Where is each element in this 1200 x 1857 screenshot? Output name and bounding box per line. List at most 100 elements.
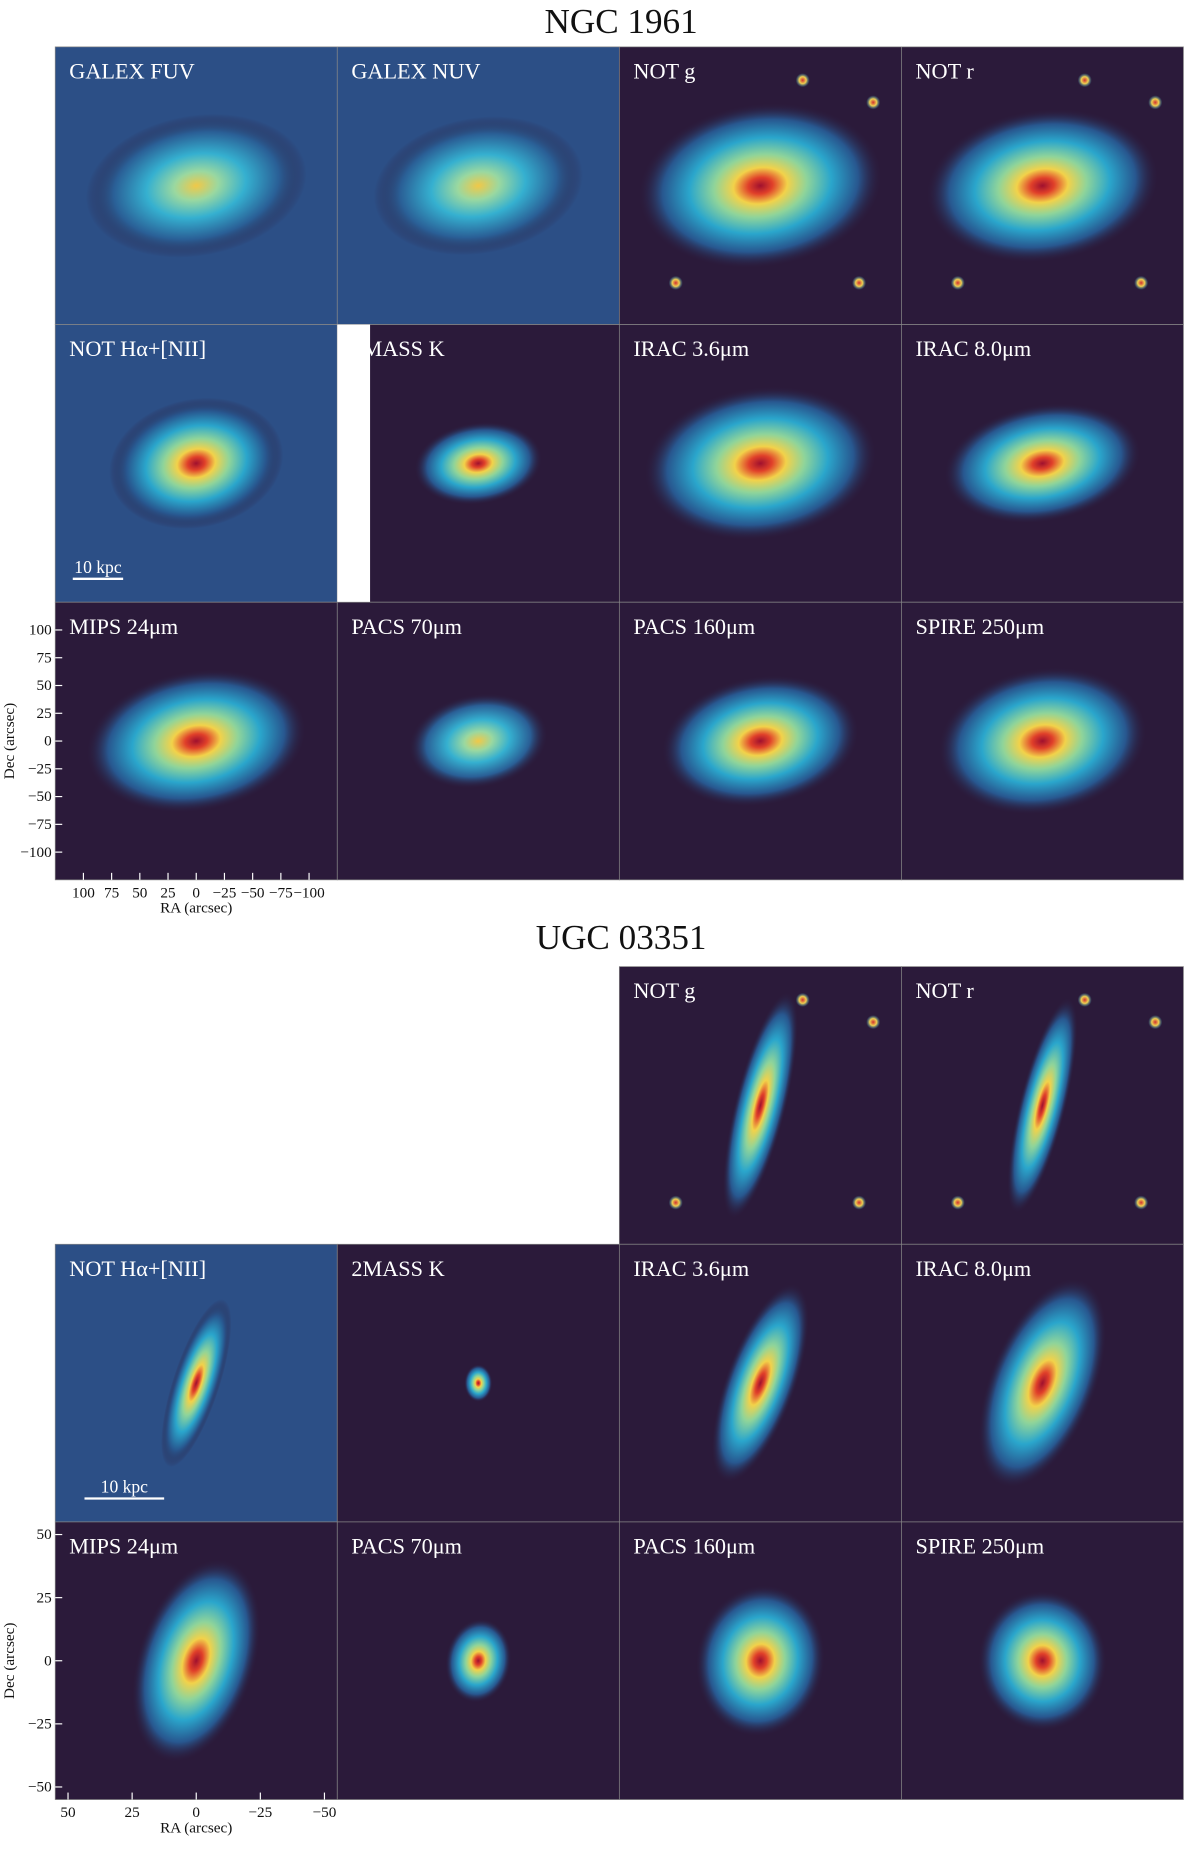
x-tick-label: −50 (241, 884, 265, 901)
panel-label: 2MASS K (351, 1256, 444, 1281)
y-tick-label: 50 (36, 677, 52, 694)
star (1148, 1015, 1163, 1030)
y-tick-label: 75 (36, 649, 52, 666)
x-tick-label: 0 (192, 884, 200, 901)
star (950, 1195, 965, 1210)
y-tick-label: −25 (28, 760, 52, 777)
y-tick-label: −25 (28, 1716, 52, 1733)
x-tick-label: 25 (125, 1804, 141, 1821)
galaxy (937, 667, 1148, 815)
panel-label: MIPS 24μm (69, 1534, 178, 1559)
y-tick-label: 25 (36, 705, 52, 722)
panel-label: NOT Hα+[NII] (69, 1256, 206, 1281)
star (668, 275, 683, 290)
panel-label: NOT r (915, 58, 974, 83)
galaxy (414, 421, 543, 505)
star (1134, 275, 1149, 290)
image-panel: SPIRE 250μm (901, 1521, 1184, 1800)
image-panel: NOT Hα+[NII] 10 kpc (54, 324, 338, 603)
y-tick-label: 50 (36, 1526, 52, 1543)
image-panel: 2MASS K (336, 324, 620, 603)
image-panel: NOT Hα+[NII] 10 kpc (54, 1243, 338, 1523)
star (866, 95, 881, 110)
x-tick-label: −25 (248, 1804, 272, 1821)
galaxy (85, 113, 307, 258)
galaxy (373, 116, 583, 256)
galaxy (695, 1584, 826, 1737)
galaxy (978, 1278, 1107, 1489)
panel-label: PACS 160μm (633, 1534, 755, 1559)
image-panel: PACS 70μm (336, 1521, 620, 1800)
x-tick-label: 50 (60, 1804, 76, 1821)
galaxy (943, 403, 1142, 524)
galaxy (643, 386, 877, 541)
star (866, 1015, 881, 1030)
image-panel: PACS 70μm (336, 601, 620, 881)
image-panel: PACS 160μm (618, 601, 902, 881)
x-tick-label: 50 (132, 884, 148, 901)
image-panel: MIPS 24μm (54, 601, 338, 881)
star (852, 275, 867, 290)
star (668, 1195, 683, 1210)
image-panel: GALEX FUV (54, 46, 338, 325)
y-tick-label: −50 (28, 788, 52, 805)
y-tick-label: 0 (44, 1652, 52, 1669)
panel-label: PACS 160μm (633, 614, 755, 639)
galaxy (408, 693, 549, 789)
galaxy (445, 1618, 512, 1703)
star (1148, 95, 1163, 110)
x-tick-label: −100 (293, 884, 325, 901)
panel-label: NOT g (633, 978, 695, 1003)
star (1134, 1195, 1149, 1210)
image-panel: IRAC 8.0μm (901, 324, 1184, 603)
scale-bar-label: 10 kpc (101, 1477, 149, 1497)
panel-label: 2MASS K (351, 336, 444, 361)
x-tick-label: −50 (313, 1804, 337, 1821)
mask (337, 324, 371, 603)
panel-label: IRAC 8.0μm (915, 336, 1031, 361)
panel-label: NOT g (633, 58, 695, 83)
star (1077, 992, 1092, 1007)
image-panel: NOT g (618, 46, 902, 325)
panel-label: IRAC 8.0μm (915, 1256, 1031, 1281)
star (950, 275, 965, 290)
panel-label: IRAC 3.6μm (633, 336, 749, 361)
galaxy (722, 991, 799, 1220)
galaxy (977, 1590, 1107, 1732)
y-tick-label: 0 (44, 733, 52, 750)
galaxy (161, 1299, 232, 1467)
x-tick-label: 75 (104, 884, 120, 901)
x-axis-label: RA (arcsec) (160, 900, 232, 917)
panel-label: NOT r (915, 978, 974, 1003)
image-panel: IRAC 3.6μm (618, 324, 902, 603)
galaxy (711, 1283, 810, 1483)
panel-label: SPIRE 250μm (915, 1534, 1044, 1559)
image-panel: SPIRE 250μm (901, 601, 1184, 881)
panel-label: PACS 70μm (351, 1534, 462, 1559)
figure-title: UGC 03351 (536, 918, 707, 957)
star (852, 1195, 867, 1210)
image-panel: IRAC 3.6μm (618, 1243, 902, 1523)
x-tick-label: 100 (72, 884, 95, 901)
galaxy (925, 108, 1159, 263)
star (795, 73, 810, 88)
image-panel: MIPS 24μm (54, 1521, 338, 1800)
image-panel: IRAC 8.0μm (901, 1243, 1184, 1523)
x-tick-label: −25 (213, 884, 237, 901)
star (1077, 73, 1092, 88)
panel-label: MIPS 24μm (69, 614, 178, 639)
image-panel: NOT g (618, 966, 902, 1245)
y-tick-label: 100 (29, 622, 52, 639)
panel-label: SPIRE 250μm (915, 614, 1044, 639)
image-panel: NOT r (901, 46, 1184, 325)
star (795, 992, 810, 1007)
y-tick-label: −75 (28, 816, 52, 833)
galaxy (464, 1364, 493, 1402)
y-axis-label: Dec (arcsec) (1, 703, 18, 779)
galaxy (661, 675, 860, 807)
galaxy (131, 1558, 261, 1763)
y-axis-label: Dec (arcsec) (1, 1623, 18, 1699)
panel-label: PACS 70μm (351, 614, 462, 639)
